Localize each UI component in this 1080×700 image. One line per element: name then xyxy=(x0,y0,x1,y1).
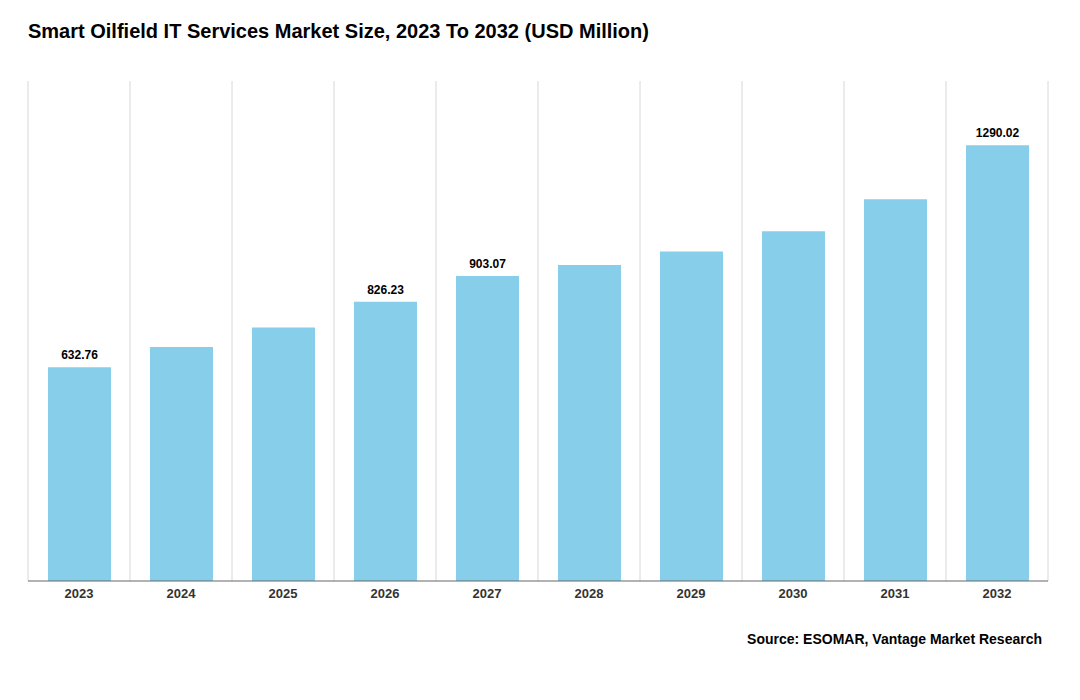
svg-text:2032: 2032 xyxy=(983,586,1012,601)
svg-text:2023: 2023 xyxy=(65,586,94,601)
svg-text:2026: 2026 xyxy=(371,586,400,601)
svg-text:2025: 2025 xyxy=(269,586,298,601)
svg-text:2029: 2029 xyxy=(677,586,706,601)
html-text:Smart Oilfield IT Services Mar: Smart Oilfield IT Services Market Size, … xyxy=(28,20,649,42)
svg-text:2028: 2028 xyxy=(575,586,604,601)
svg-text:2024: 2024 xyxy=(167,586,197,601)
svg-text:2027: 2027 xyxy=(473,586,502,601)
svg-text:826.23: 826.23 xyxy=(367,283,404,297)
html-text:Source: ESOMAR, Vantage Market: Source: ESOMAR, Vantage Market Research xyxy=(747,631,1042,647)
svg-text:632.76: 632.76 xyxy=(61,348,98,362)
svg-text:2031: 2031 xyxy=(881,586,910,601)
svg-text:903.07: 903.07 xyxy=(469,257,506,271)
svg-text:1290.02: 1290.02 xyxy=(976,126,1020,140)
svg-text:2030: 2030 xyxy=(779,586,808,601)
